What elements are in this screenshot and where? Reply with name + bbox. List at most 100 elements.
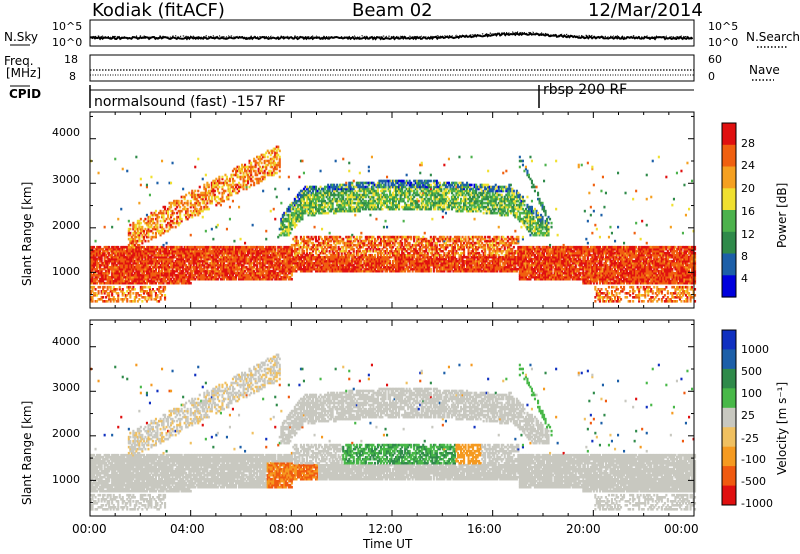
- power-cell: [138, 267, 141, 271]
- power-cell: [120, 271, 123, 275]
- power-cell: [231, 199, 234, 203]
- power-cell: [126, 298, 129, 301]
- power-cell: [132, 263, 135, 267]
- power-cell: [141, 288, 144, 291]
- power-cell: [105, 261, 108, 265]
- power-cell: [118, 265, 121, 269]
- power-cell: [129, 247, 132, 251]
- power-cell: [126, 275, 129, 279]
- power-cell: [103, 285, 106, 289]
- power-cell: [97, 279, 100, 283]
- power-cell: [121, 298, 124, 301]
- power-cell: [115, 273, 118, 277]
- power-cell: [135, 267, 138, 271]
- power-cell: [158, 215, 161, 219]
- power-cell: [93, 279, 96, 283]
- power-cell: [189, 233, 192, 237]
- power-cell: [91, 247, 94, 251]
- power-cell: [133, 288, 136, 291]
- power-cell: [111, 298, 114, 301]
- power-cell: [132, 243, 135, 247]
- power-cell: [138, 259, 141, 263]
- power-cell: [102, 253, 105, 257]
- power-cell: [144, 296, 147, 299]
- power-cell: [135, 223, 138, 227]
- power-cell: [133, 271, 136, 275]
- power-cell: [126, 247, 129, 251]
- power-cell: [121, 275, 124, 279]
- power-cell: [114, 259, 117, 263]
- power-cell: [117, 261, 120, 265]
- power-cell: [109, 281, 112, 285]
- power-cell: [136, 253, 139, 257]
- power-cell: [90, 253, 93, 257]
- power-cell: [94, 253, 97, 257]
- power-cell: [123, 249, 126, 253]
- power-cell: [138, 298, 141, 301]
- power-cell: [127, 257, 130, 261]
- power-cb-tick-8: 8: [741, 250, 748, 263]
- power-cell: [105, 253, 108, 257]
- power-cell: [126, 281, 129, 285]
- power-cell: [102, 279, 105, 283]
- power-cell: [129, 227, 132, 231]
- power-cell: [133, 243, 136, 247]
- power-cell: [132, 255, 135, 259]
- power-cell: [121, 300, 124, 303]
- power-cell: [295, 223, 298, 227]
- power-cell: [123, 263, 126, 267]
- power-cell: [121, 279, 124, 283]
- power-cell: [138, 281, 141, 285]
- power-cell: [91, 249, 94, 253]
- power-cell: [138, 257, 141, 261]
- power-cell: [94, 300, 97, 303]
- power-cell: [103, 281, 106, 285]
- power-cell: [126, 257, 129, 261]
- power-cell: [109, 300, 112, 303]
- power-cell: [123, 245, 126, 249]
- power-cell: [135, 239, 138, 243]
- power-cell: [136, 259, 139, 263]
- power-cell: [121, 249, 124, 253]
- power-cell: [386, 247, 389, 251]
- power-cell: [91, 290, 94, 293]
- power-cell: [100, 281, 103, 285]
- power-cell: [105, 275, 108, 279]
- power-cell: [210, 227, 213, 231]
- power-cell: [126, 279, 129, 283]
- power-cell: [298, 175, 301, 179]
- power-cell: [115, 271, 118, 275]
- power-cell: [97, 247, 100, 251]
- power-cell: [114, 247, 117, 251]
- power-cell: [135, 269, 138, 273]
- power-cell: [142, 259, 145, 263]
- power-cell: [123, 273, 126, 277]
- power-cell: [127, 259, 130, 263]
- power-cell: [105, 263, 108, 267]
- power-cell: [144, 261, 147, 265]
- power-cell: [133, 279, 136, 283]
- power-cell: [144, 285, 147, 289]
- power-cell: [118, 281, 121, 285]
- power-cell: [129, 241, 132, 245]
- power-cell: [99, 253, 102, 257]
- power-cell: [96, 269, 99, 273]
- power-cell: [389, 259, 392, 263]
- power-cell: [135, 255, 138, 259]
- power-cell: [135, 225, 138, 229]
- power-cell: [132, 247, 135, 251]
- power-cell: [136, 231, 139, 235]
- power-cell: [348, 169, 351, 173]
- power-cell: [100, 251, 103, 255]
- power-cell: [198, 201, 201, 205]
- power-cell: [136, 292, 139, 295]
- power-cell: [129, 223, 132, 227]
- vel-cb-tick-m100: -100: [741, 453, 766, 466]
- power-cell: [130, 255, 133, 259]
- power-cell: [96, 281, 99, 285]
- power-cell: [94, 267, 97, 271]
- power-cell: [108, 285, 111, 289]
- power-cell: [118, 263, 121, 267]
- power-cell: [114, 273, 117, 277]
- power-cell: [90, 247, 93, 251]
